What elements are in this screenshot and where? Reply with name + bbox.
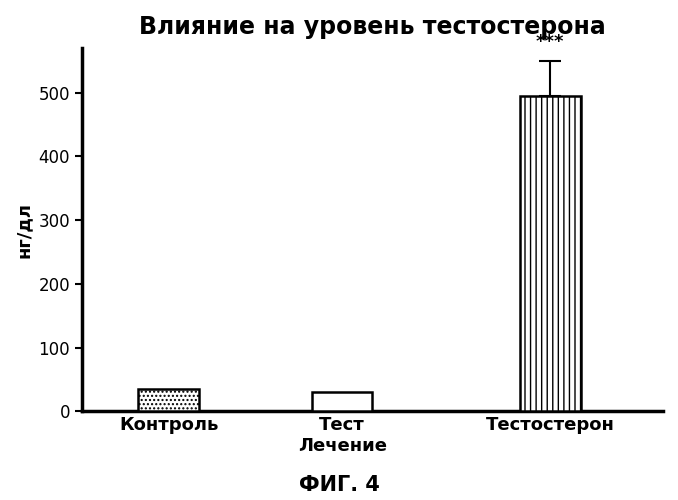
Title: Влияние на уровень тестостерона: Влияние на уровень тестостерона	[139, 15, 606, 39]
Bar	[138, 389, 199, 411]
Y-axis label: нг/дл: нг/дл	[15, 202, 33, 258]
Text: ***: ***	[536, 33, 565, 51]
Text: ФИГ. 4: ФИГ. 4	[298, 475, 380, 495]
Bar	[312, 392, 372, 411]
Bar	[520, 96, 580, 411]
